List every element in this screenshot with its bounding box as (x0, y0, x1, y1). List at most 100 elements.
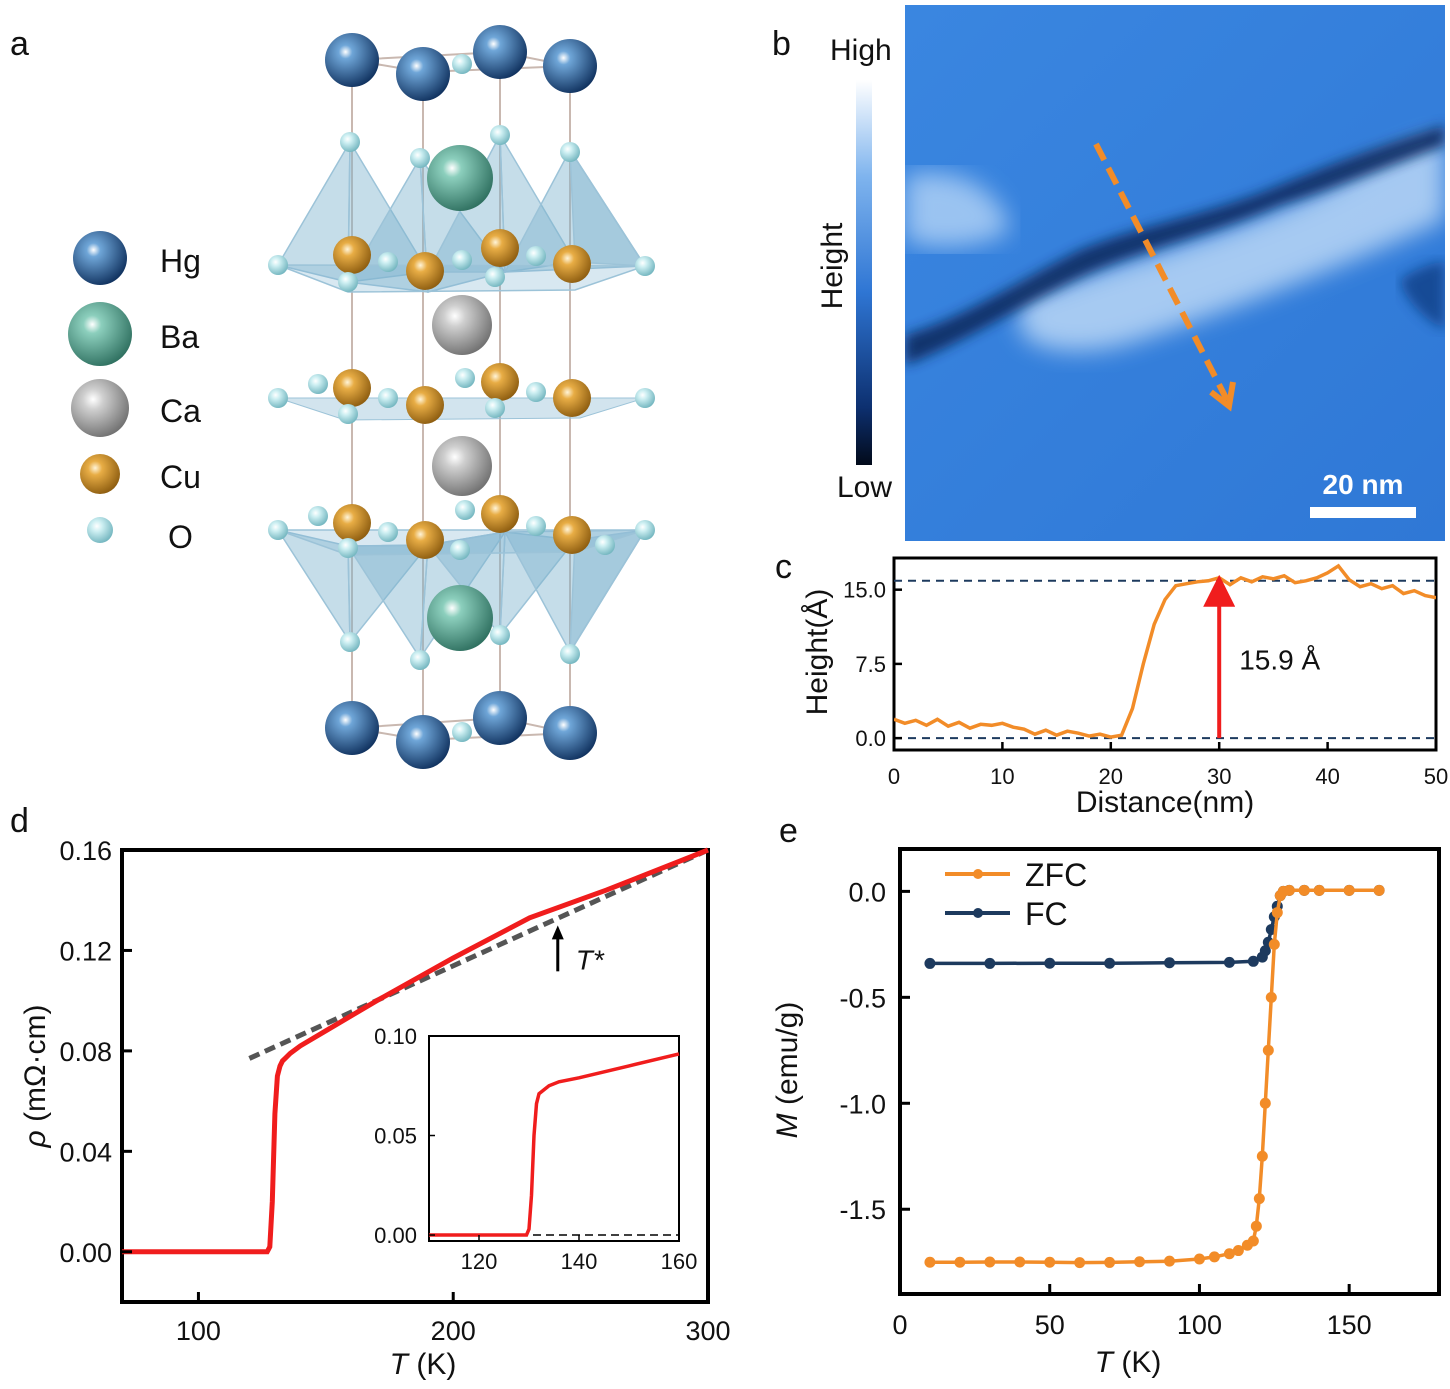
panel-e-xtick-label: 150 (1327, 1310, 1372, 1340)
legend-ca-label: Ca (160, 393, 201, 429)
legend-ca-swatch (71, 379, 129, 437)
panel-label-b: b (772, 25, 791, 63)
panel-e-zfc-point (1259, 1097, 1271, 1109)
panel-c-xtick-label: 20 (1099, 764, 1123, 789)
panel-d-ytick-label: 0.08 (59, 1037, 112, 1067)
panel-e-zfc-point (1044, 1256, 1056, 1268)
panel-e-zfc-point (1313, 884, 1325, 896)
legend-ba-swatch (68, 302, 132, 366)
panel-e-zfc-point (1250, 1220, 1262, 1232)
panel-e-xtick-label: 100 (1177, 1310, 1222, 1340)
panel-label-d: d (10, 802, 29, 840)
panel-d-inset: 120 140 160 0.00 0.05 0.10 (374, 1024, 697, 1274)
panel-e-zfc-point (1134, 1256, 1146, 1268)
panel-d-ytick-label: 0.04 (59, 1137, 112, 1167)
panel-c-ytick-label: 7.5 (855, 652, 886, 677)
crystal-structure (268, 25, 655, 769)
panel-d-inset-frame (428, 1035, 680, 1242)
panel-c-line-profile: 15.9 Å 0 10 20 30 40 50 0.0 7.5 15.0 Distance(n… (801, 556, 1448, 819)
panel-c-xlabel: Distance(nm) (1076, 786, 1254, 819)
panel-e-zfc-point (1014, 1256, 1026, 1268)
panel-e-magnetization: ZFC FC 0 50 100 150 0.0 -0.5 -1.0 -1.5 T (K) M… (771, 847, 1441, 1379)
panel-d-linear-fit (248, 847, 710, 1061)
panel-e-zfc-point (1208, 1251, 1220, 1263)
colorbar-high-label: High (830, 34, 892, 67)
legend-cu-label: Cu (160, 459, 201, 495)
panel-e-ylabel: M (emu/g) (771, 1002, 804, 1139)
panel-e-fc-point (984, 957, 996, 969)
panel-c-xtick-label: 40 (1315, 764, 1339, 789)
legend-o-swatch (87, 517, 113, 543)
panel-e-zfc-point (1256, 1150, 1268, 1162)
panel-e-zfc-point (954, 1256, 966, 1268)
colorbar (856, 80, 872, 465)
panel-e-zfc-point (1283, 884, 1295, 896)
panel-e-zfc-point (1104, 1256, 1116, 1268)
panel-c-xtick-label: 0 (888, 764, 900, 789)
panel-d-inset-xtick-label: 140 (561, 1249, 598, 1274)
panel-d-xtick-label: 300 (685, 1316, 730, 1346)
panel-d-ytick-label: 0.00 (59, 1238, 112, 1268)
panel-label-a: a (10, 25, 29, 63)
panel-e-zfc-point (924, 1256, 936, 1268)
panel-d-ytick-label: 0.12 (59, 936, 112, 966)
stm-image: 20 nm (905, 5, 1445, 541)
panel-e-zfc-point (1265, 991, 1277, 1003)
panel-e-zfc-point (1271, 907, 1283, 919)
panel-c-height-line (894, 563, 1436, 739)
panel-e-zfc-point (1223, 1248, 1235, 1260)
panel-d-ytick-label: 0.16 (59, 836, 112, 866)
panel-e-frame (898, 847, 1441, 1296)
panel-c-ytick-label: 15.0 (843, 578, 886, 603)
panel-e-fc-point (1223, 956, 1235, 968)
panel-e-fc-point (1044, 957, 1056, 969)
panel-e-legend-fc: FC (1025, 896, 1068, 932)
panel-c-xtick-label: 30 (1207, 764, 1231, 789)
panel-e-zfc-point (1262, 1044, 1274, 1056)
panel-e-zfc-point (1074, 1257, 1086, 1269)
panel-e-xtick-label: 50 (1035, 1310, 1065, 1340)
panel-c-frame (892, 556, 1438, 752)
panel-e-zfc-point (1253, 1193, 1265, 1205)
panel-e-fc-point (1164, 957, 1175, 969)
panel-e-ytick-label: -1.0 (839, 1089, 886, 1119)
panel-a-legend: Hg Ba Ca Cu O (68, 231, 201, 555)
panel-label-e: e (779, 812, 798, 850)
panel-d-ylabel: ρ (mΩ·cm) (19, 1005, 52, 1149)
panel-d-xtick-label: 200 (431, 1316, 476, 1346)
panel-e-legend-zfc: ZFC (1025, 857, 1087, 893)
legend-hg-label: Hg (160, 243, 201, 279)
colorbar-title: Height (816, 222, 849, 309)
panel-b: High Low Height 20 nm (816, 5, 1445, 541)
panel-d-inset-xtick-label: 120 (461, 1249, 498, 1274)
panel-d-inset-ytick-label: 0.00 (374, 1223, 417, 1248)
panel-d-inset-ytick-label: 0.05 (374, 1124, 417, 1149)
scale-bar-label: 20 nm (1323, 469, 1404, 500)
panel-e-fc-line (929, 888, 1380, 966)
panel-e-fc-point (1104, 957, 1116, 969)
panel-e-ytick-label: -1.5 (839, 1195, 886, 1225)
panel-d-tstar-label: T* (576, 944, 605, 975)
panel-e-zfc-point (1298, 884, 1310, 896)
panel-d-inset-curve (429, 1052, 680, 1237)
legend-ba-label: Ba (160, 319, 199, 355)
colorbar-low-label: Low (837, 471, 892, 504)
panel-c-xtick-label: 50 (1424, 764, 1448, 789)
panel-c-step-label: 15.9 Å (1239, 644, 1320, 675)
panel-label-c: c (775, 548, 792, 586)
panel-e-xtick-label: 0 (892, 1310, 907, 1340)
panel-d-frame (120, 848, 710, 1304)
panel-d-resistivity-curve (122, 847, 709, 1255)
panel-e-fc-point (1247, 955, 1259, 967)
panel-e-zfc-point (1164, 1255, 1175, 1267)
panel-d-tstar-marker: T* (551, 925, 605, 975)
legend-o-label: O (168, 519, 193, 555)
panel-e-legend: ZFC FC (945, 857, 1087, 932)
panel-e-zfc-point (1343, 884, 1355, 896)
panel-d-resistivity: T* 100 200 300 0.00 0.04 0.08 0.12 0.16 120 140… (19, 836, 731, 1381)
panel-e-zfc-point (1247, 1235, 1259, 1247)
panel-e-fc-point (1259, 945, 1271, 957)
panel-e-zfc-point (1193, 1253, 1205, 1265)
panel-d-inset-xtick-label: 160 (661, 1249, 698, 1274)
